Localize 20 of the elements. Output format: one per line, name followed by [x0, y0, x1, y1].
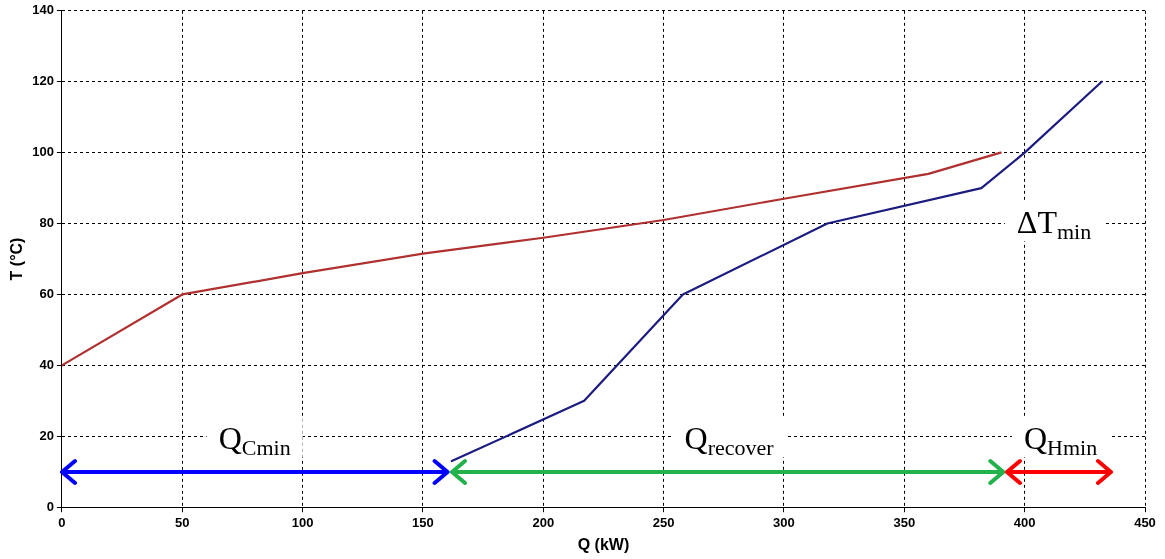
x-tick-label: 100 — [291, 514, 314, 530]
x-tick-label: 250 — [652, 514, 675, 530]
x-tick-label: 50 — [175, 514, 190, 530]
x-tick-label: 400 — [1013, 514, 1036, 530]
x-axis-title: Q (kW) — [577, 535, 630, 553]
y-tick-label: 80 — [39, 215, 54, 231]
y-tick-label: 40 — [39, 356, 54, 372]
y-tick-label: 120 — [32, 73, 54, 89]
y-tick-label: 140 — [32, 2, 54, 18]
x-tick-label: 200 — [532, 514, 555, 530]
x-tick-label: 350 — [893, 514, 916, 530]
y-axis-title: T (°C) — [8, 237, 26, 281]
x-tick-label: 450 — [1134, 514, 1156, 530]
x-tick-label: 0 — [58, 514, 66, 530]
y-tick-label: 60 — [39, 286, 54, 302]
x-tick-label: 150 — [412, 514, 434, 530]
y-tick-label: 0 — [46, 498, 54, 514]
x-tick-label: 300 — [773, 514, 795, 530]
y-tick-label: 20 — [39, 427, 54, 443]
y-tick-label: 100 — [32, 144, 54, 160]
